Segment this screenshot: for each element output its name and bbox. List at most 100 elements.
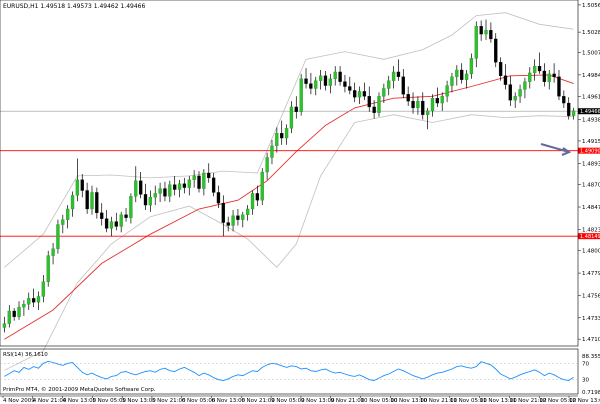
candle-bull — [270, 145, 274, 158]
candle-bull — [129, 196, 133, 218]
price-tick-label: 1.49380 — [582, 118, 600, 124]
rsi-panel: RSI(14) 36.1610 PrimPro MT4, © 2001-2009… — [0, 348, 579, 395]
price-tick-label: 1.50070 — [582, 51, 600, 57]
time-tick-label: 10 Nov 13:00 — [390, 398, 428, 404]
candle-bear — [207, 172, 211, 179]
candle-bull — [70, 195, 75, 210]
candle-bear — [226, 222, 230, 226]
rsi-tick-label: 30 — [582, 378, 589, 384]
candle-bear — [197, 175, 201, 189]
candle-bull — [484, 30, 488, 35]
price-tick-label: 1.48700 — [582, 183, 600, 189]
price-panel: EURUSD,H1 1.49518 1.49573 1.49462 1.4946… — [0, 3, 578, 371]
candle-bear — [124, 214, 128, 218]
candle-bear — [498, 62, 503, 76]
time-tick-label: 11 Nov 13:00 — [480, 398, 518, 404]
level-price-tag — [578, 147, 600, 154]
candle-bull — [299, 78, 303, 112]
time-tick-label: 9 Nov 13:00 — [301, 398, 335, 404]
candle-bull — [440, 96, 444, 104]
candle-bull — [571, 110, 576, 116]
time-tick-label: 4 Nov 13:00 — [63, 398, 97, 404]
rsi-tick-label: 70 — [582, 361, 589, 367]
candle-bull — [528, 72, 532, 82]
candle-bull — [455, 69, 459, 77]
candle-bull — [187, 179, 191, 188]
price-tick-label: 1.47330 — [582, 316, 600, 322]
candle-bull — [241, 214, 245, 220]
price-tick-label: 1.49150 — [582, 139, 600, 145]
time-tick-label: 11 Nov 05:00 — [450, 398, 488, 404]
candle-bull — [289, 106, 294, 129]
candle-bear — [216, 192, 221, 204]
time-tick-label: 6 Nov 21:00 — [241, 398, 275, 404]
candle-bull — [61, 219, 65, 225]
price-tick-label: 1.49845 — [582, 73, 600, 79]
candle-bull — [41, 281, 46, 297]
time-tick-label: 5 Nov 13:00 — [122, 398, 156, 404]
candle-bear — [562, 96, 566, 104]
candle-bull — [134, 180, 138, 197]
candle-bear — [396, 71, 401, 77]
candle-bear — [411, 100, 415, 109]
time-tick-label: 6 Nov 05:00 — [182, 398, 216, 404]
candle-bull — [168, 184, 172, 197]
candle-bear — [255, 193, 260, 201]
candle-bear — [104, 218, 109, 229]
rsi-tick-label: 0.7198 — [582, 390, 600, 396]
time-tick-label: 6 Nov 13:00 — [212, 398, 246, 404]
candle-bear — [163, 188, 167, 197]
candle-bull — [377, 96, 381, 113]
chart-frame — [0, 0, 579, 347]
candle-bull — [245, 208, 250, 215]
candle-bear — [143, 194, 148, 206]
candle-bull — [445, 85, 449, 97]
price-tick-label: 1.48000 — [582, 249, 600, 255]
candle-bear — [508, 84, 512, 101]
candle-bear — [114, 221, 118, 227]
candle-bull — [474, 26, 478, 59]
candle-bear — [80, 179, 84, 191]
candle-bull — [51, 248, 55, 256]
candle-bull — [260, 171, 264, 201]
candle-bear — [138, 180, 143, 195]
candle-bear — [489, 30, 493, 40]
candle-bear — [12, 310, 16, 317]
candle-bear — [567, 102, 571, 116]
price-tick-label: 1.47560 — [582, 293, 600, 299]
time-tick-label: 12 Nov 13:00 — [569, 398, 600, 404]
candle-bear — [542, 70, 547, 82]
candle-bear — [460, 69, 464, 80]
candle-bull — [202, 172, 206, 189]
rsi-series — [0, 360, 578, 381]
candle-bear — [280, 133, 284, 139]
candle-bull — [328, 78, 333, 86]
candle-bull — [22, 304, 26, 308]
candle-bull — [391, 71, 396, 81]
time-tick-label: 11 Nov 21:00 — [509, 398, 547, 404]
candle-bull — [119, 214, 123, 227]
candle-bull — [66, 208, 70, 220]
current-price-tag-label: 1.49466 — [580, 109, 600, 115]
candle-bull — [148, 197, 153, 206]
bollinger-upper-line — [4, 12, 574, 268]
time-tick-label: 12 Nov 05:00 — [539, 398, 577, 404]
candle-bear — [494, 38, 498, 63]
candle-bear — [552, 73, 556, 77]
candle-bull — [318, 75, 323, 81]
candle-bear — [309, 83, 313, 89]
price-tick-label: 1.48230 — [582, 227, 600, 233]
candle-bear — [100, 212, 104, 219]
rsi-frame — [0, 348, 579, 395]
level-price-tag — [578, 233, 600, 240]
candle-bear — [211, 177, 216, 193]
candle-bear — [372, 106, 376, 113]
candle-bear — [348, 86, 352, 91]
candle-bear — [304, 78, 308, 84]
bollinger-bands — [4, 12, 574, 371]
time-tick-label: 10 Nov 21:00 — [420, 398, 458, 404]
candle-bull — [2, 323, 7, 328]
